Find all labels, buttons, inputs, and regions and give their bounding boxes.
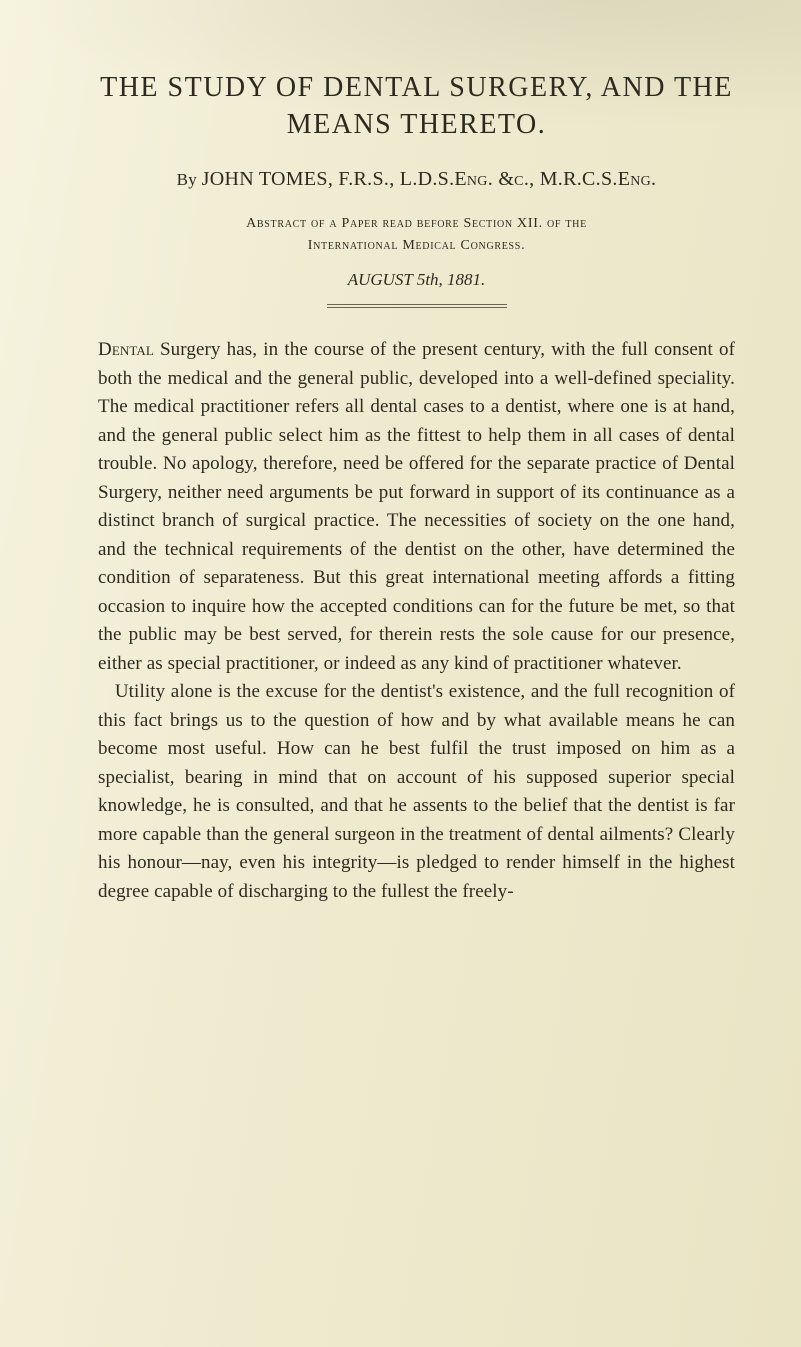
body-text: Dental Surgery has, in the course of the… <box>98 336 735 906</box>
paragraph-1: Dental Surgery has, in the course of the… <box>98 336 735 678</box>
byline-author: JOHN TOMES, F.R.S., L.D.S.Eng. &c., M.R.… <box>202 168 657 190</box>
date-line: AUGUST 5th, 1881. <box>98 270 735 290</box>
title-line-2: MEANS THERETO. <box>98 107 735 142</box>
title-block: THE STUDY OF DENTAL SURGERY, AND THE MEA… <box>98 70 735 142</box>
divider-rule <box>98 304 735 308</box>
lead-word: Dental <box>98 339 154 360</box>
paragraph-2: Utility alone is the excuse for the dent… <box>98 678 735 906</box>
abstract-line-2: International Medical Congress. <box>98 235 735 257</box>
byline-prefix: By <box>177 170 202 189</box>
abstract-line-1: Abstract of a Paper read before Section … <box>98 213 735 235</box>
paragraph-2-text: Utility alone is the excuse for the dent… <box>98 681 735 902</box>
paragraph-1-rest: Surgery has, in the course of the presen… <box>98 339 735 674</box>
abstract: Abstract of a Paper read before Section … <box>98 213 735 256</box>
double-rule-icon <box>327 304 507 308</box>
title-line-1: THE STUDY OF DENTAL SURGERY, AND THE <box>98 70 735 105</box>
document-page: THE STUDY OF DENTAL SURGERY, AND THE MEA… <box>0 0 801 1347</box>
byline: By JOHN TOMES, F.R.S., L.D.S.Eng. &c., M… <box>98 168 735 191</box>
